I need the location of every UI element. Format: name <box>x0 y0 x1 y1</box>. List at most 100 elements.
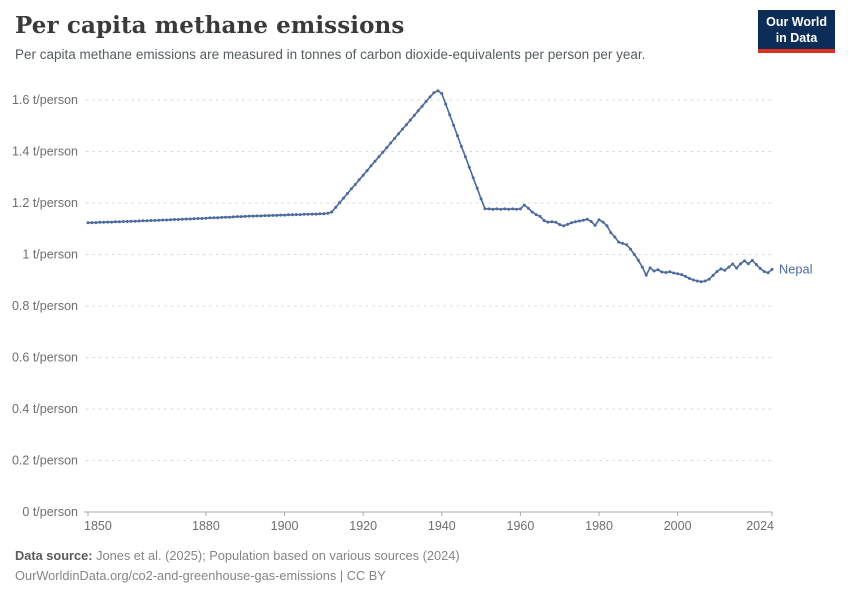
data-point <box>507 207 511 211</box>
data-point <box>660 270 664 274</box>
owid-logo-line1: Our World <box>766 15 827 29</box>
data-point <box>102 220 106 224</box>
data-point <box>110 220 114 224</box>
data-point <box>404 123 408 127</box>
data-point <box>754 263 758 266</box>
data-point <box>287 213 290 217</box>
chart-area: 0 t/person 0.2 t/person 0.4 t/person 0.6 t/… <box>0 85 850 540</box>
data-point <box>444 102 448 106</box>
data-point <box>357 178 361 182</box>
data-point <box>137 219 141 223</box>
data-point <box>133 219 137 223</box>
data-point <box>640 265 644 269</box>
data-point <box>200 217 204 220</box>
data-point <box>381 150 385 154</box>
data-point <box>401 127 404 131</box>
data-point <box>161 218 165 222</box>
data-point <box>703 279 707 283</box>
chart-footer: Data source: Jones et al. (2025); Popula… <box>15 546 460 586</box>
series-label-nepal[interactable]: Nepal <box>779 262 812 277</box>
data-point <box>298 213 302 217</box>
data-point <box>290 213 294 217</box>
data-point <box>684 274 687 278</box>
data-point <box>243 214 247 218</box>
data-point <box>617 240 621 244</box>
data-point <box>180 217 184 221</box>
data-point <box>267 214 271 218</box>
data-point <box>251 214 255 218</box>
data-point <box>412 113 416 117</box>
data-point <box>259 214 263 218</box>
data-point <box>750 258 754 262</box>
data-point <box>106 220 110 224</box>
data-point <box>385 146 389 150</box>
data-point <box>373 159 377 163</box>
data-point <box>459 144 463 148</box>
x-axis: 1850 1880 1900 1920 1940 1960 1980 2000 2024 <box>84 511 774 533</box>
data-point <box>416 109 420 113</box>
data-point <box>735 266 739 270</box>
data-point <box>719 267 723 271</box>
data-point <box>511 207 515 211</box>
data-point <box>349 187 353 191</box>
x-tick-label: 2000 <box>664 519 692 533</box>
data-point <box>342 196 345 200</box>
data-point <box>691 278 695 282</box>
data-point <box>353 183 357 186</box>
data-point <box>279 213 283 217</box>
data-point <box>208 216 212 220</box>
data-point <box>625 243 629 247</box>
data-point <box>263 214 267 218</box>
chart-subtitle: Per capita methane emissions are measure… <box>15 47 646 62</box>
data-point <box>676 272 680 276</box>
data-point <box>141 219 145 223</box>
data-point <box>114 220 117 224</box>
data-point <box>687 276 691 280</box>
data-point <box>483 207 487 211</box>
data-point <box>125 220 129 223</box>
data-point <box>605 224 609 228</box>
license-text: | CC BY <box>336 568 386 583</box>
chart-canvas[interactable]: 0 t/person 0.2 t/person 0.4 t/person 0.6 t/… <box>0 85 850 540</box>
data-point <box>475 186 479 190</box>
data-point <box>487 207 491 211</box>
data-point <box>711 273 715 277</box>
data-point <box>503 207 507 211</box>
data-point <box>593 223 597 227</box>
data-point <box>94 221 98 225</box>
y-tick-label: 1.6 t/person <box>12 93 78 107</box>
data-point <box>361 173 365 177</box>
data-point <box>255 214 259 218</box>
owid-logo[interactable]: Our World in Data <box>758 10 835 54</box>
y-tick-label: 1.4 t/person <box>12 145 78 159</box>
data-point <box>448 113 452 117</box>
data-source-line: Data source: Jones et al. (2025); Popula… <box>15 546 460 566</box>
series-nepal[interactable]: Nepal <box>86 89 813 284</box>
y-tick-label: 0 t/person <box>22 505 78 519</box>
data-point <box>173 218 176 221</box>
data-point <box>597 218 601 222</box>
data-point <box>471 176 475 180</box>
data-point <box>538 214 542 218</box>
data-point <box>86 221 90 225</box>
data-point <box>648 266 652 270</box>
data-point <box>224 215 228 219</box>
data-point <box>408 118 412 122</box>
data-point <box>432 91 436 95</box>
data-source-label: Data source: <box>15 548 93 563</box>
data-point <box>727 265 731 269</box>
data-point <box>271 213 275 217</box>
owid-url-link[interactable]: OurWorldinData.org/co2-and-greenhouse-ga… <box>15 568 337 583</box>
x-tick-label: 1850 <box>84 519 112 533</box>
data-point <box>495 207 499 211</box>
chart-header: Per capita methane emissions Per capita … <box>15 12 750 62</box>
data-point <box>770 267 774 271</box>
data-point <box>743 259 746 263</box>
y-tick-label: 0.6 t/person <box>12 351 78 365</box>
data-point <box>715 270 719 273</box>
data-point <box>428 95 432 99</box>
data-point <box>491 207 495 211</box>
data-point <box>369 164 373 168</box>
data-point <box>149 219 153 222</box>
data-point <box>581 218 585 222</box>
